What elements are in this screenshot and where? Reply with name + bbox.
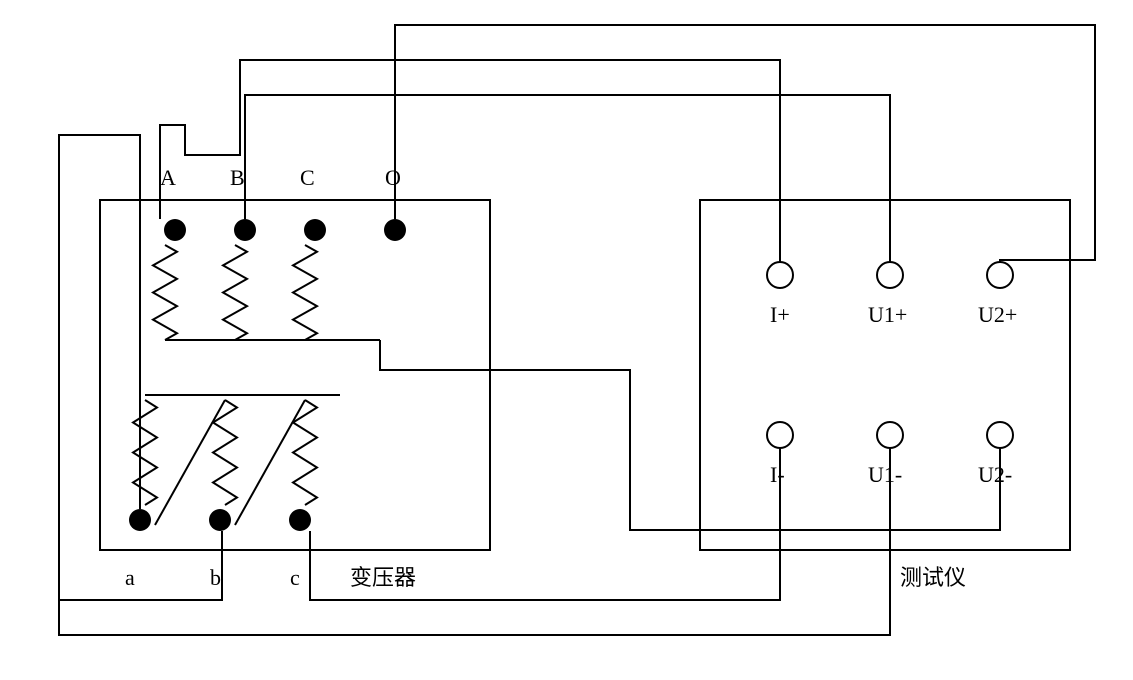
- tester-label: 测试仪: [900, 565, 966, 590]
- tester-label-U1_plus: U1+: [868, 302, 907, 327]
- transformer-label: 变压器: [350, 565, 416, 590]
- tester-terminal-I_plus: [767, 262, 793, 288]
- tester-label-I_plus: I+: [770, 302, 790, 327]
- secondary-label-c: c: [290, 565, 300, 590]
- primary-terminal-B: [234, 219, 256, 241]
- primary-terminal-C: [304, 219, 326, 241]
- secondary-label-a: a: [125, 565, 135, 590]
- tester-label-U2_plus: U2+: [978, 302, 1017, 327]
- primary-terminal-A: [164, 219, 186, 241]
- primary-label-C: C: [300, 165, 315, 190]
- secondary-terminal-b: [209, 509, 231, 531]
- tester-terminal-U2_minus: [987, 422, 1013, 448]
- circuit-diagram: A B C Oa b c I+ U1+ U2+ I- U1- U2- 变压器 测试仪: [0, 0, 1133, 680]
- secondary-terminal-c: [289, 509, 311, 531]
- primary-label-O: O: [385, 165, 401, 190]
- secondary-label-b: b: [210, 565, 221, 590]
- tester-label-U2_minus: U2-: [978, 462, 1012, 487]
- tester-terminal-U2_plus: [987, 262, 1013, 288]
- tester-label-I_minus: I-: [770, 462, 785, 487]
- tester-terminal-U1_minus: [877, 422, 903, 448]
- primary-label-A: A: [160, 165, 176, 190]
- tester-terminal-I_minus: [767, 422, 793, 448]
- secondary-terminal-a: [129, 509, 151, 531]
- primary-terminal-O: [384, 219, 406, 241]
- tester-terminal-U1_plus: [877, 262, 903, 288]
- tester-label-U1_minus: U1-: [868, 462, 902, 487]
- primary-label-B: B: [230, 165, 245, 190]
